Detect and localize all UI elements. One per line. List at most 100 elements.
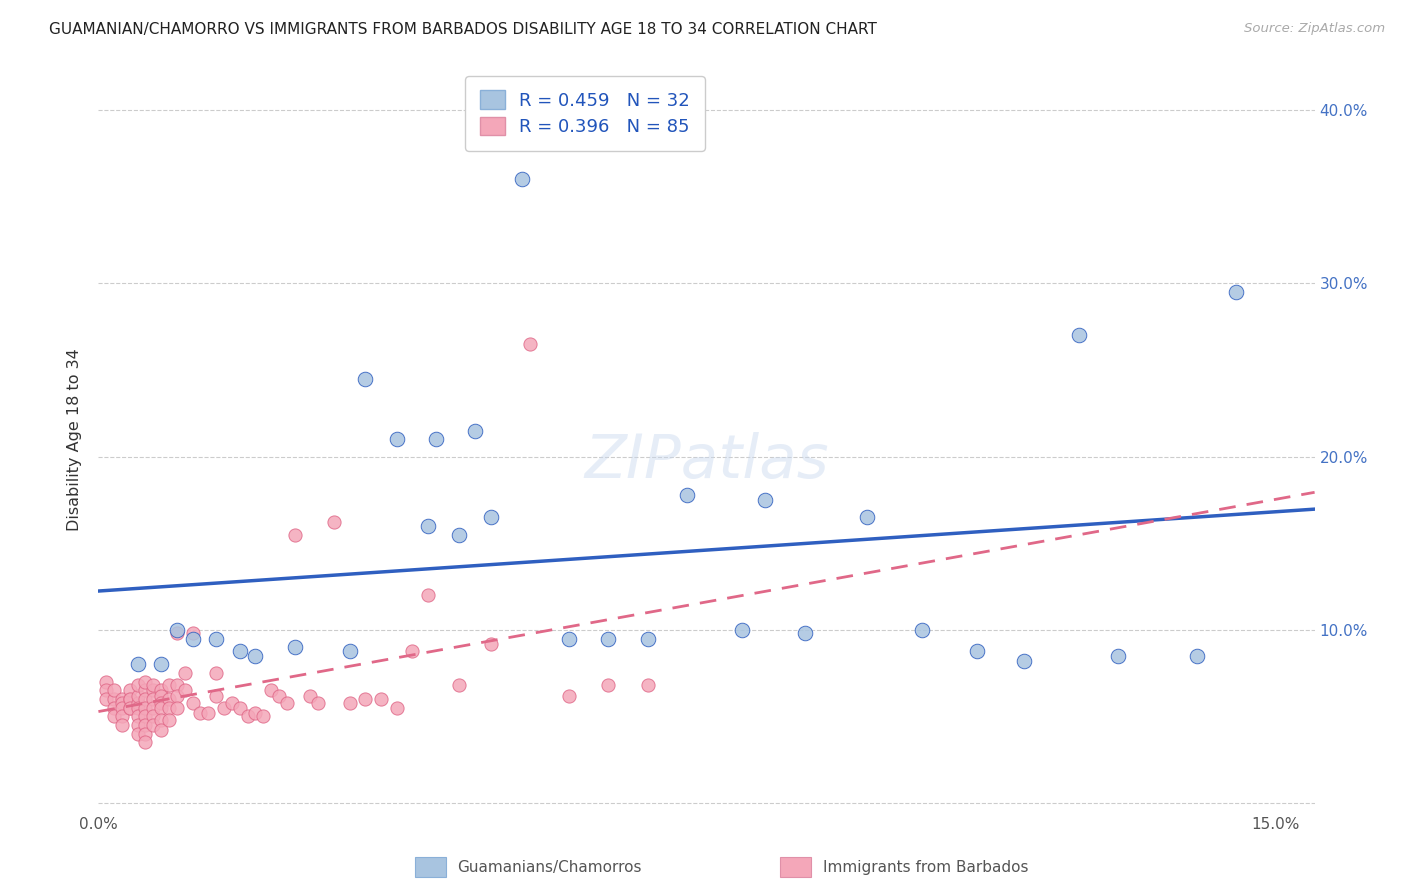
Point — [449, 527, 471, 541]
Point — [142, 709, 165, 723]
Point — [134, 727, 156, 741]
Point — [118, 700, 141, 714]
Point — [284, 640, 307, 655]
Point — [166, 678, 188, 692]
Point — [181, 626, 204, 640]
Point — [598, 632, 620, 646]
Point — [150, 683, 173, 698]
Point — [111, 709, 134, 723]
Text: Immigrants from Barbados: Immigrants from Barbados — [823, 860, 1028, 874]
Point — [479, 510, 502, 524]
Point — [127, 709, 149, 723]
Point — [425, 433, 447, 447]
Point — [299, 689, 322, 703]
Point — [754, 492, 776, 507]
Text: GUAMANIAN/CHAMORRO VS IMMIGRANTS FROM BARBADOS DISABILITY AGE 18 TO 34 CORRELATI: GUAMANIAN/CHAMORRO VS IMMIGRANTS FROM BA… — [49, 22, 877, 37]
Point — [354, 372, 377, 386]
Point — [127, 678, 149, 692]
Point — [966, 643, 988, 657]
Point — [150, 689, 173, 703]
Point — [127, 657, 149, 672]
Point — [1014, 654, 1036, 668]
Point — [252, 709, 274, 723]
Text: Guamanians/Chamorros: Guamanians/Chamorros — [457, 860, 641, 874]
Point — [449, 678, 471, 692]
Point — [103, 709, 125, 723]
Point — [558, 689, 581, 703]
Point — [150, 723, 173, 738]
Point — [1225, 285, 1247, 299]
Point — [157, 692, 180, 706]
Legend: R = 0.459   N = 32, R = 0.396   N = 85: R = 0.459 N = 32, R = 0.396 N = 85 — [465, 76, 704, 151]
Point — [236, 709, 259, 723]
Point — [205, 689, 228, 703]
Point — [637, 632, 659, 646]
Point — [519, 337, 541, 351]
Point — [637, 678, 659, 692]
Point — [157, 678, 180, 692]
Point — [118, 692, 141, 706]
Point — [142, 683, 165, 698]
Point — [134, 735, 156, 749]
Point — [245, 706, 267, 720]
Point — [510, 172, 533, 186]
Point — [134, 692, 156, 706]
Point — [166, 626, 188, 640]
Text: ZIPatlas: ZIPatlas — [585, 432, 828, 491]
Point — [127, 727, 149, 741]
Point — [134, 709, 156, 723]
Point — [142, 678, 165, 692]
Point — [157, 713, 180, 727]
Point — [339, 696, 361, 710]
Point — [103, 692, 125, 706]
Point — [354, 692, 377, 706]
Point — [260, 683, 283, 698]
Point — [134, 674, 156, 689]
Point — [385, 433, 408, 447]
Point — [416, 588, 439, 602]
Point — [142, 692, 165, 706]
Point — [96, 692, 118, 706]
Point — [598, 678, 620, 692]
Point — [558, 632, 581, 646]
Point — [370, 692, 392, 706]
Point — [385, 700, 408, 714]
Point — [118, 683, 141, 698]
Point — [127, 696, 149, 710]
Point — [142, 718, 165, 732]
Point — [134, 683, 156, 698]
Point — [127, 700, 149, 714]
Point — [166, 623, 188, 637]
Point — [245, 648, 267, 663]
Point — [118, 700, 141, 714]
Point — [205, 632, 228, 646]
Point — [479, 637, 502, 651]
Point — [150, 657, 173, 672]
Point — [142, 700, 165, 714]
Point — [150, 713, 173, 727]
Point — [307, 696, 329, 710]
Point — [205, 666, 228, 681]
Point — [1107, 648, 1129, 663]
Point — [181, 632, 204, 646]
Point — [127, 689, 149, 703]
Point — [212, 700, 235, 714]
Point — [173, 683, 195, 698]
Point — [150, 696, 173, 710]
Point — [111, 696, 134, 710]
Point — [267, 689, 290, 703]
Point — [401, 643, 423, 657]
Point — [911, 623, 934, 637]
Point — [197, 706, 219, 720]
Point — [166, 689, 188, 703]
Text: Source: ZipAtlas.com: Source: ZipAtlas.com — [1244, 22, 1385, 36]
Point — [731, 623, 754, 637]
Point — [676, 488, 699, 502]
Point — [793, 626, 815, 640]
Point — [111, 692, 134, 706]
Point — [228, 643, 250, 657]
Y-axis label: Disability Age 18 to 34: Disability Age 18 to 34 — [67, 348, 83, 531]
Point — [127, 718, 149, 732]
Point — [228, 700, 250, 714]
Point — [111, 718, 134, 732]
